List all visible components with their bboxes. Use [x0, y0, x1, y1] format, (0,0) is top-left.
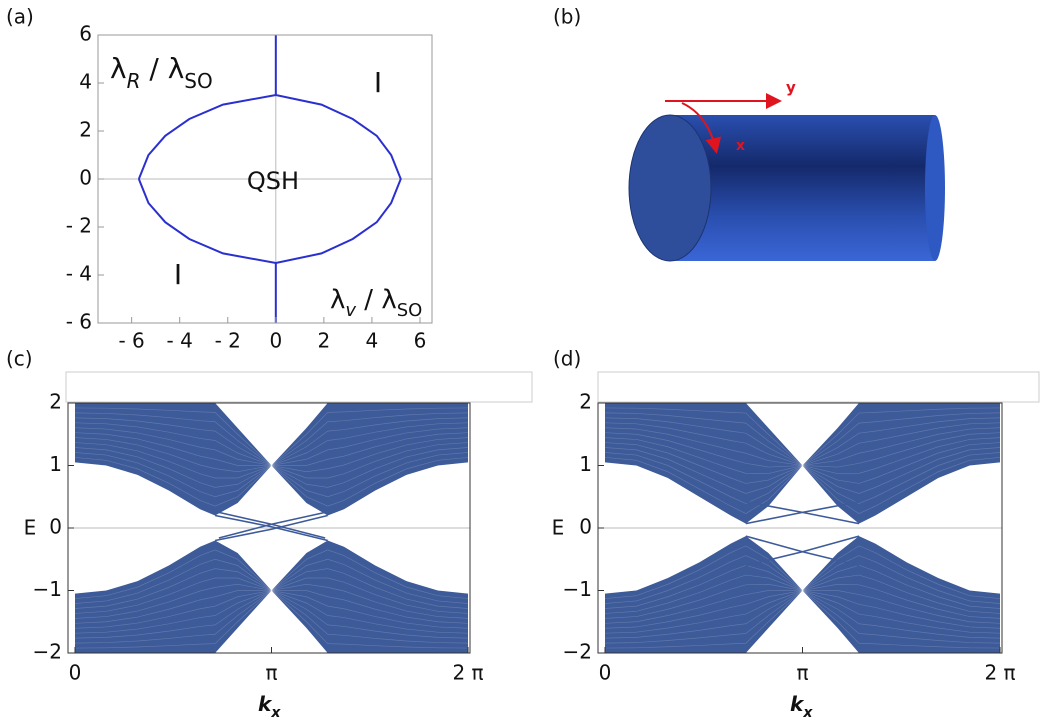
y-axis-label: E [552, 516, 565, 540]
axis-label: λv / λSO [330, 285, 422, 321]
x-tick-label: 0 [599, 661, 612, 685]
empty-box [598, 372, 1039, 402]
x-tick-label: 2 [318, 329, 331, 353]
y-tick-label: 1 [579, 452, 592, 476]
annotation: I [174, 258, 182, 291]
label-part: v [345, 300, 356, 321]
label-part: SO [184, 69, 212, 93]
figure: y x (b) (a) - 6 - 4 - 2 0 2 4 6 - 6 - 4 - 2 0 2 4 6 QSH… [0, 0, 1040, 718]
label-part: x [270, 705, 281, 718]
band-area [605, 536, 1000, 653]
x-tick-label: 2 π [984, 661, 1015, 685]
y-tick-label: −2 [33, 640, 62, 664]
y-tick-label: −1 [33, 577, 62, 601]
empty-box [66, 372, 532, 402]
y-tick-label: 0 [579, 515, 592, 539]
panel-label: (a) [6, 5, 34, 29]
axis-label: y [786, 79, 796, 97]
axis-label: kx [258, 692, 281, 718]
y-tick-label: −1 [563, 577, 592, 601]
x-tick-label: 6 [414, 329, 427, 353]
x-tick-label: - 4 [167, 329, 193, 353]
label-part: / λ [356, 285, 397, 315]
annotation: I [374, 66, 382, 99]
x-tick-label: 4 [366, 329, 379, 353]
label-part: / λ [140, 52, 184, 85]
x-tick-label: 0 [269, 329, 282, 353]
cylinder-face [629, 115, 711, 261]
label-part: x [802, 705, 813, 718]
y-tick-label: 4 [79, 70, 92, 94]
x-tick-label: - 6 [118, 329, 144, 353]
y-tick-label: 2 [579, 390, 592, 414]
y-tick-label: 0 [49, 515, 62, 539]
annotation: QSH [247, 167, 299, 195]
cylinder-end [925, 115, 945, 261]
y-tick-label: 2 [79, 118, 92, 142]
y-tick-label: - 4 [66, 262, 92, 286]
panel-label: (b) [553, 5, 581, 29]
y-tick-label: −2 [563, 640, 592, 664]
band-area [75, 541, 468, 654]
label-part: SO [397, 300, 423, 321]
y-tick-label: 6 [79, 22, 92, 46]
label-part: λ [330, 285, 345, 315]
cylinder-diagram: y x [629, 79, 945, 262]
axis-label: kx [790, 692, 813, 718]
panel-label: (c) [6, 347, 33, 371]
panel-label: (d) [553, 347, 581, 371]
y-tick-label: - 2 [66, 214, 92, 238]
y-tick-label: 1 [49, 452, 62, 476]
y-tick-label: 0 [79, 166, 92, 190]
y-axis-label: E [24, 516, 37, 540]
y-tick-label: 2 [49, 390, 62, 414]
x-tick-label: π [796, 661, 808, 685]
y-tick-label: - 6 [66, 310, 92, 334]
x-tick-label: 0 [69, 661, 82, 685]
label-part: R [127, 69, 141, 93]
x-tick-label: 2 π [452, 661, 483, 685]
axis-label: λR / λSO [110, 52, 213, 93]
axis-label: x [736, 138, 745, 154]
label-part: λ [110, 52, 127, 85]
band-area [75, 403, 468, 516]
x-tick-label: - 2 [215, 329, 241, 353]
x-tick-label: π [265, 661, 277, 685]
